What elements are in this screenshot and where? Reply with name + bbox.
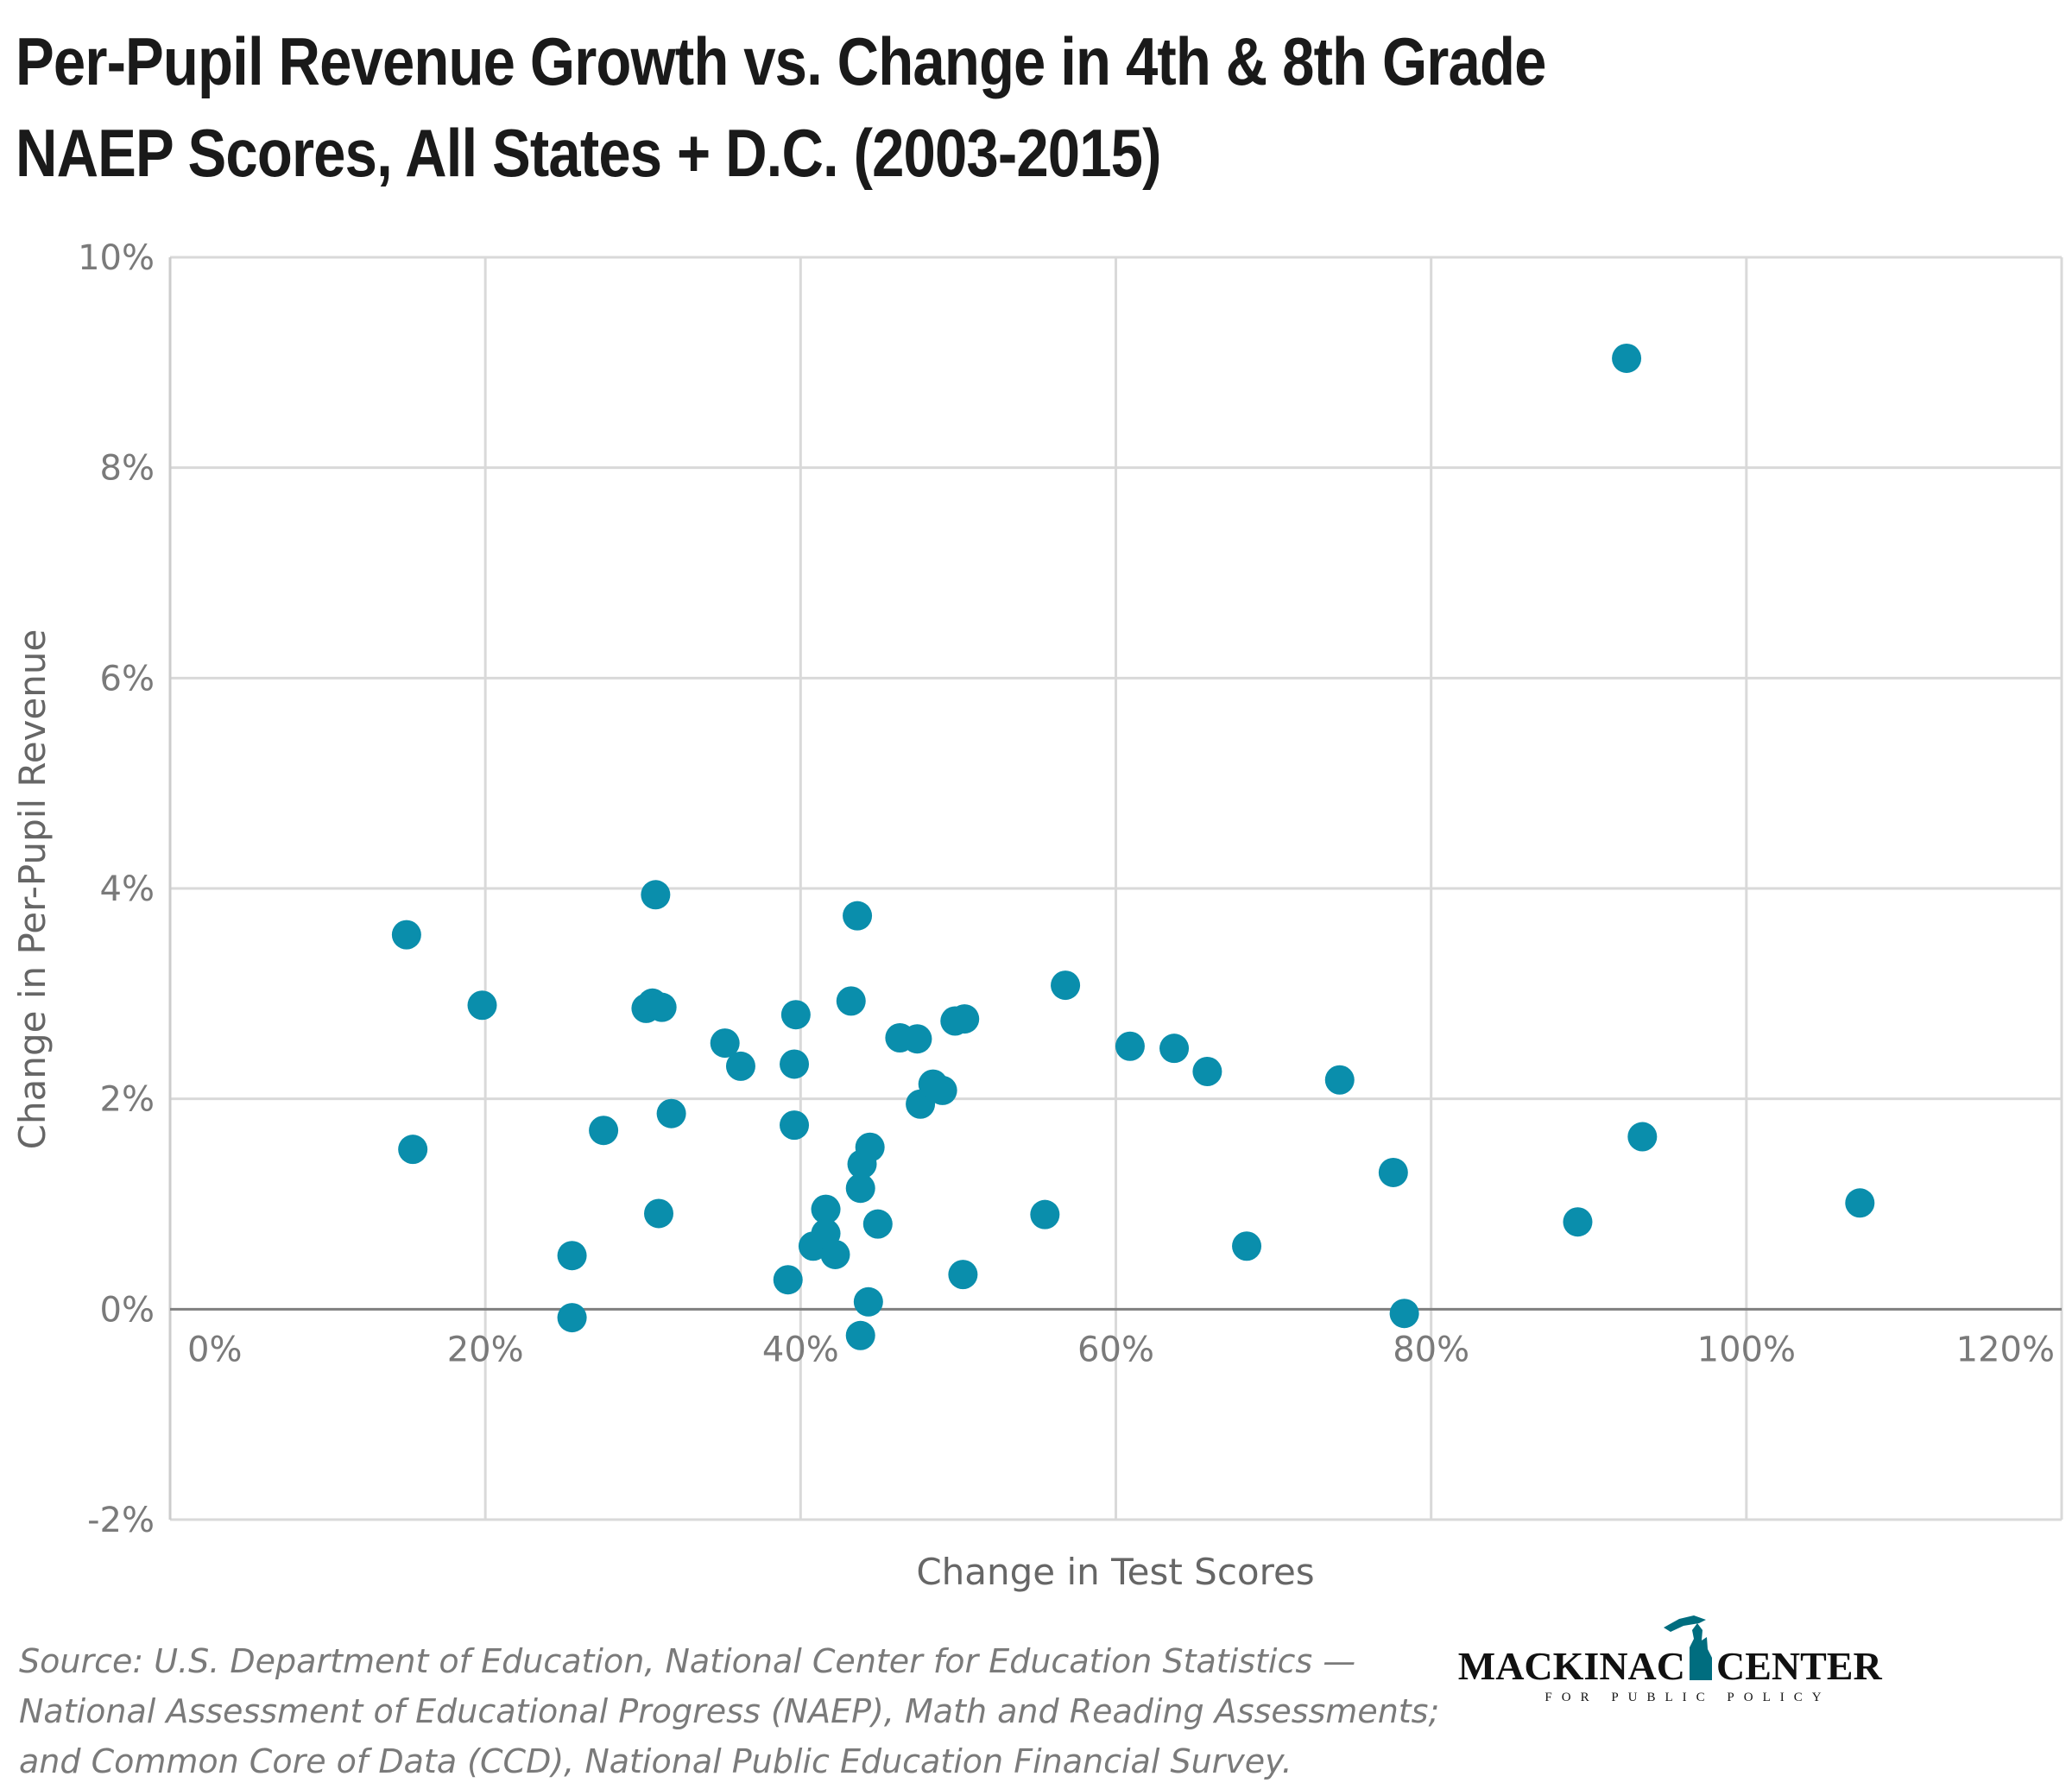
data-point bbox=[398, 1135, 428, 1165]
data-point bbox=[1378, 1157, 1408, 1187]
data-point bbox=[656, 1098, 686, 1128]
source-line-2: National Assessment of Educational Progr… bbox=[19, 1692, 1440, 1730]
data-point bbox=[647, 992, 677, 1022]
mackinac-center-logo: MACKINAC CENTER FOR PUBLIC POLICY bbox=[1458, 1615, 1882, 1704]
data-point bbox=[811, 1194, 841, 1224]
data-point bbox=[467, 990, 497, 1021]
data-point bbox=[1115, 1031, 1145, 1061]
y-tick-label: 4% bbox=[100, 869, 155, 909]
source-line-3: and Common Core of Data (CCD), National … bbox=[19, 1742, 1292, 1780]
chart-title: Per-Pupil Revenue Growth vs. Change in 4… bbox=[16, 16, 1723, 199]
tick-labels: -2% 0% 2% 4% 6% 8% 10% 0% 20% 40% 60% 80% 100% 120% bbox=[78, 238, 2055, 1540]
data-point bbox=[725, 1051, 755, 1081]
data-point bbox=[780, 1049, 810, 1079]
data-point bbox=[557, 1241, 587, 1271]
logo-text-left: MACKINAC bbox=[1458, 1644, 1685, 1688]
data-point bbox=[836, 986, 866, 1016]
data-point bbox=[1612, 343, 1642, 373]
data-point bbox=[853, 1286, 883, 1317]
x-tick-label: 60% bbox=[1077, 1330, 1154, 1369]
data-point bbox=[1324, 1065, 1355, 1095]
data-point bbox=[1159, 1034, 1190, 1064]
x-tick-label: 20% bbox=[447, 1330, 524, 1369]
y-axis-title: Change in Per-Pupil Revenue bbox=[11, 629, 54, 1150]
data-point bbox=[780, 1110, 810, 1141]
data-point bbox=[927, 1075, 957, 1105]
y-tick-label: 2% bbox=[100, 1080, 155, 1120]
data-point bbox=[845, 1320, 875, 1350]
x-tick-label: 0% bbox=[187, 1330, 242, 1369]
data-point bbox=[780, 1000, 811, 1030]
data-point bbox=[1051, 970, 1081, 1001]
chart-title-line-1: Per-Pupil Revenue Growth vs. Change in 4… bbox=[16, 23, 1546, 99]
data-point bbox=[845, 1173, 875, 1204]
data-point bbox=[773, 1265, 803, 1295]
data-point bbox=[948, 1260, 978, 1290]
source-line-1: Source: U.S. Department of Education, Na… bbox=[19, 1642, 1356, 1680]
y-tick-label: 10% bbox=[78, 238, 155, 278]
logo-tagline: FOR PUBLIC POLICY bbox=[1545, 1691, 1830, 1704]
y-tick-label: -2% bbox=[87, 1501, 155, 1540]
x-tick-label: 120% bbox=[1956, 1330, 2055, 1369]
x-tick-label: 80% bbox=[1393, 1330, 1469, 1369]
y-tick-label: 8% bbox=[100, 449, 155, 489]
data-point bbox=[1192, 1056, 1222, 1086]
data-point bbox=[644, 1198, 674, 1229]
x-tick-label: 40% bbox=[762, 1330, 839, 1369]
data-point bbox=[1030, 1199, 1060, 1230]
michigan-map-icon bbox=[1664, 1615, 1712, 1680]
logo-text-right: CENTER bbox=[1716, 1644, 1882, 1688]
data-point bbox=[557, 1303, 587, 1333]
y-tick-label: 0% bbox=[100, 1290, 155, 1330]
data-point bbox=[391, 920, 421, 950]
chart-title-line-2: NAEP Scores, All States + D.C. (2003-201… bbox=[16, 115, 1161, 191]
data-point bbox=[589, 1116, 619, 1146]
y-tick-label: 6% bbox=[100, 659, 155, 699]
data-point bbox=[710, 1028, 740, 1059]
data-point bbox=[1563, 1207, 1593, 1237]
data-point bbox=[902, 1024, 932, 1054]
x-axis-title: Change in Test Scores bbox=[916, 1551, 1314, 1593]
x-tick-label: 100% bbox=[1697, 1330, 1796, 1369]
data-point bbox=[1232, 1231, 1262, 1261]
data-point bbox=[820, 1239, 850, 1269]
data-points bbox=[391, 343, 1875, 1350]
data-point bbox=[862, 1209, 893, 1239]
data-point bbox=[855, 1132, 885, 1162]
data-point bbox=[1845, 1188, 1875, 1218]
data-point bbox=[950, 1004, 980, 1034]
data-point bbox=[1627, 1122, 1658, 1152]
data-point bbox=[1389, 1299, 1419, 1329]
data-point bbox=[641, 880, 671, 910]
data-point bbox=[843, 901, 873, 931]
grid-layer bbox=[168, 256, 2063, 1521]
source-note: Source: U.S. Department of Education, Na… bbox=[19, 1636, 1573, 1786]
